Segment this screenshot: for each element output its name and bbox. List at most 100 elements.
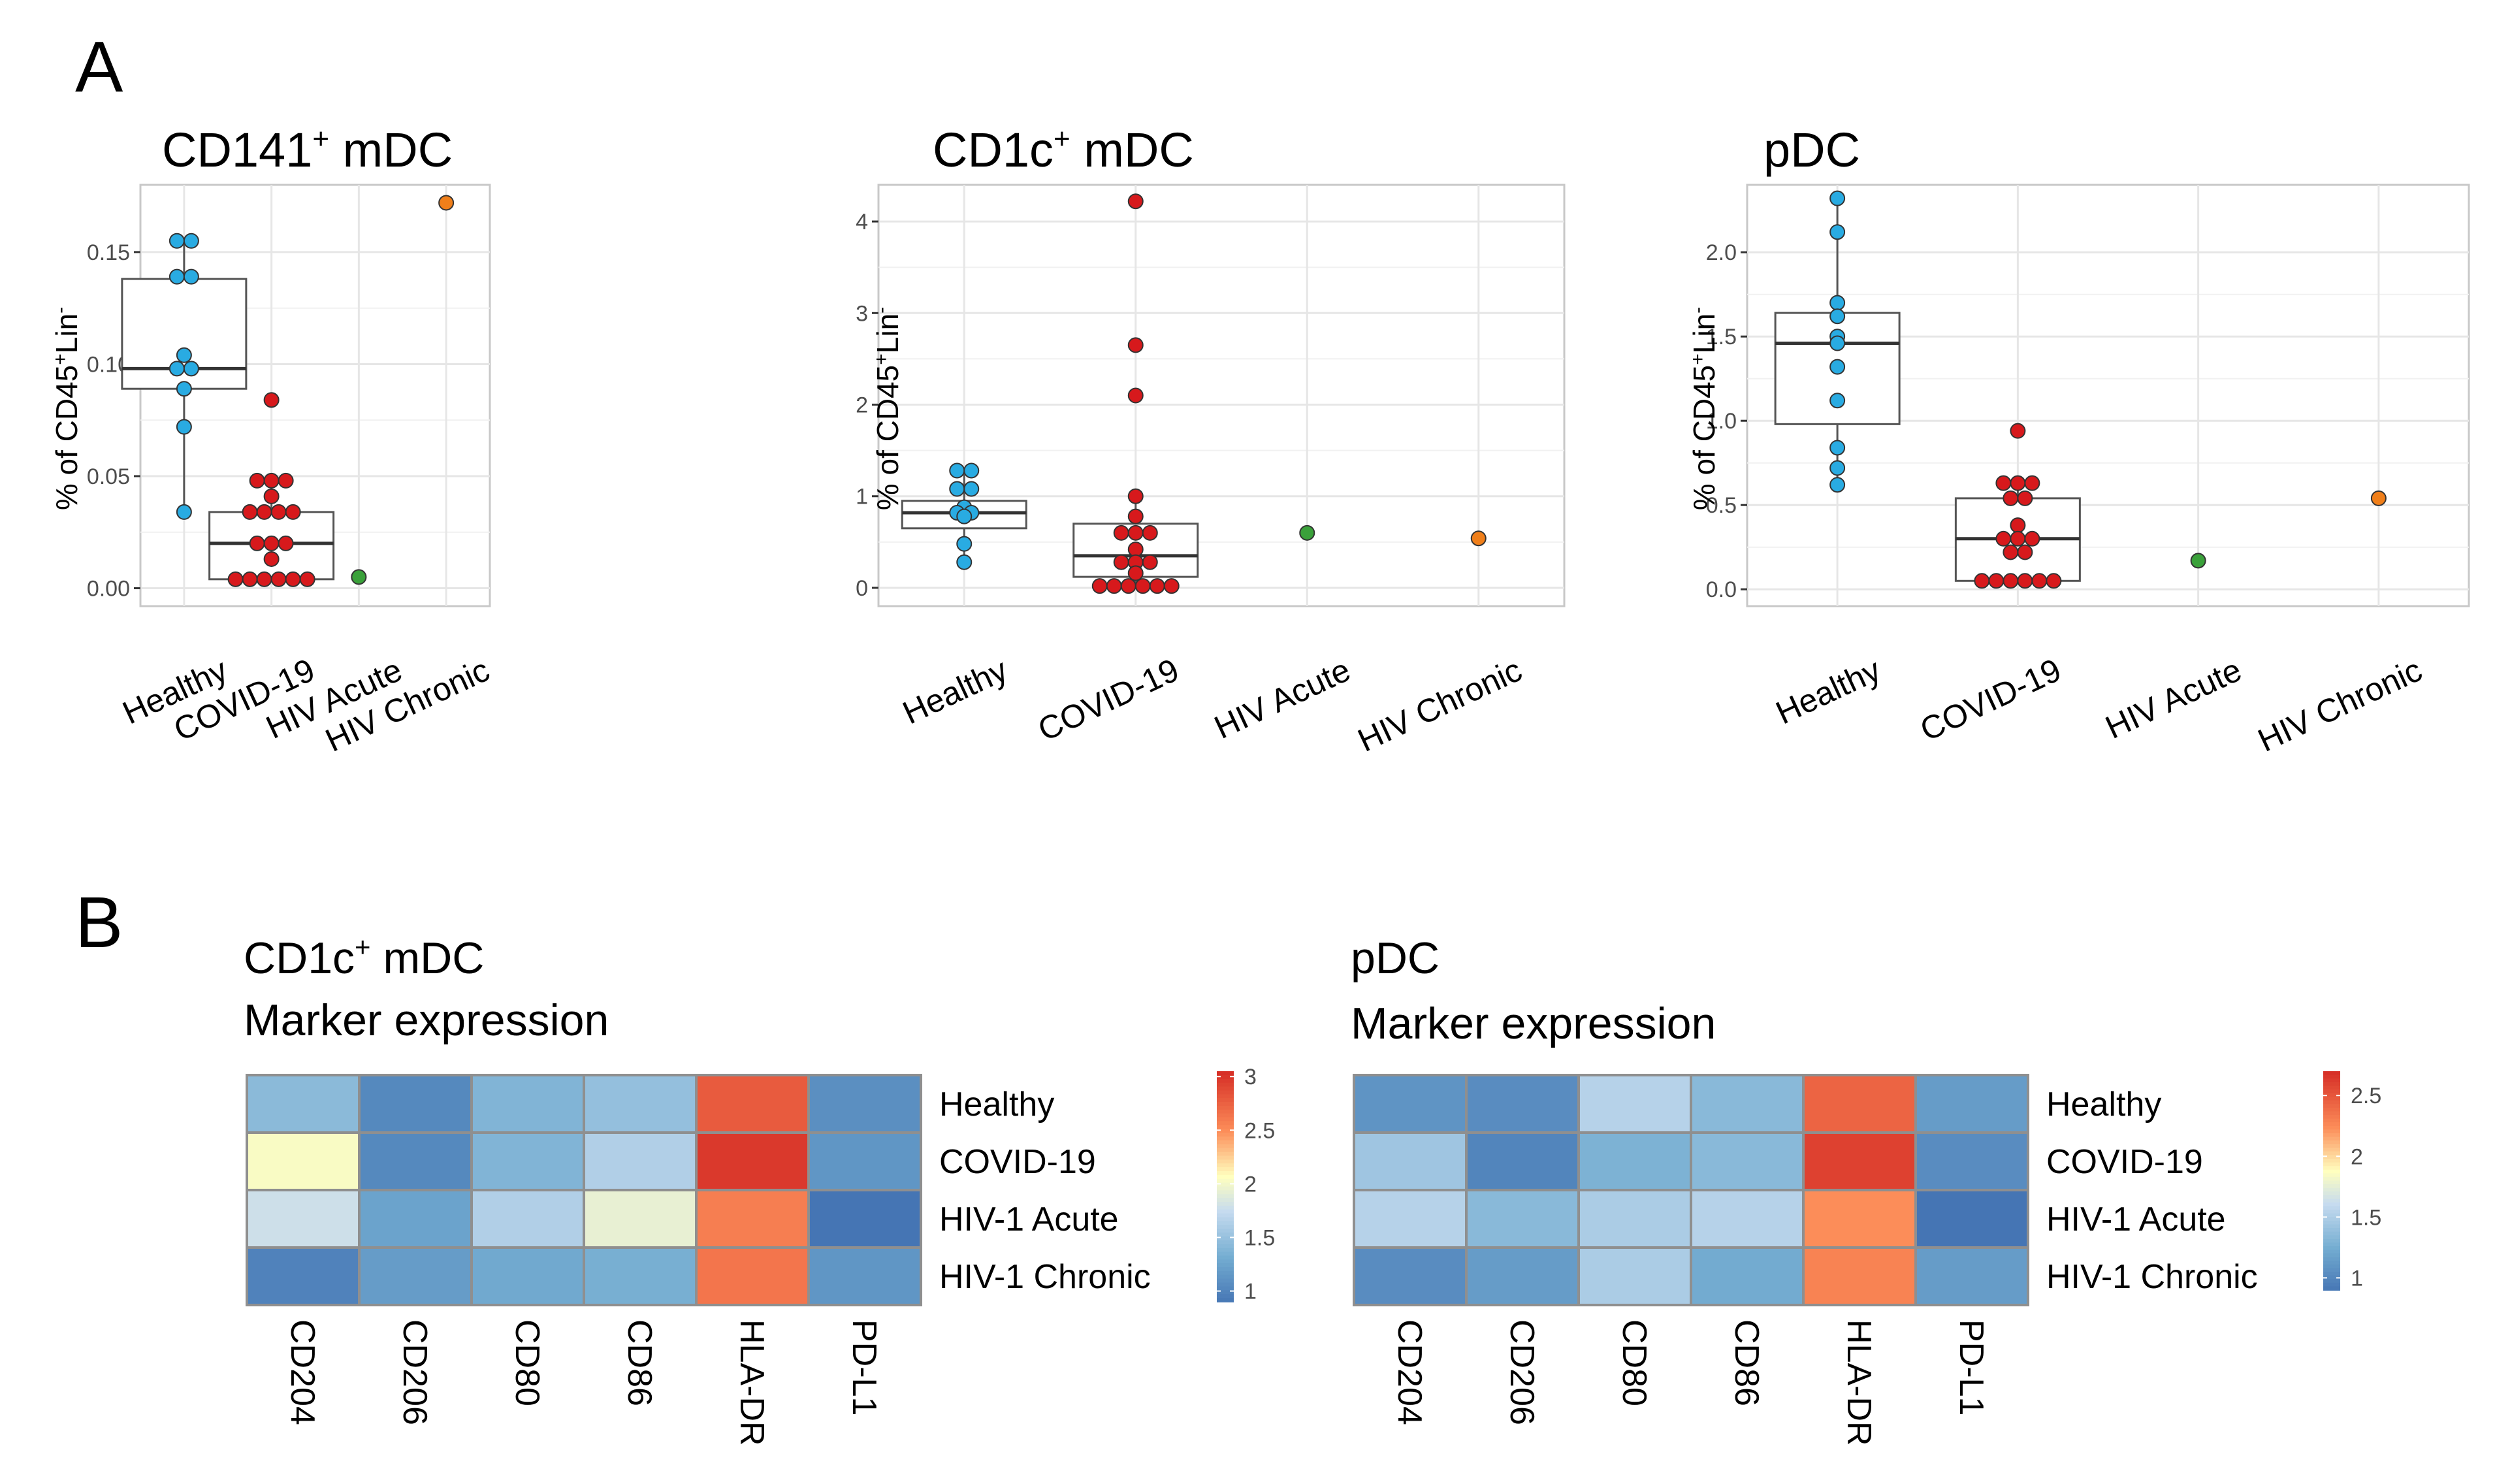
data-point (438, 195, 455, 211)
ylabel-mid: Lin (871, 314, 905, 353)
ylabel-superscript: - (50, 307, 71, 314)
legend-tick-label: 2 (2351, 1144, 2363, 1169)
data-point (1091, 578, 1108, 594)
ylabel-superscript: + (50, 353, 71, 365)
heatmap-row-label: Healthy (939, 1086, 1054, 1123)
legend-gradient-segment (1217, 1270, 1234, 1276)
data-point (2010, 475, 2026, 491)
legend-gradient-segment (1217, 1167, 1234, 1172)
data-point (956, 536, 973, 552)
chart-title: CD1c+ mDC (933, 123, 1194, 177)
legend-gradient-segment (1217, 1186, 1234, 1191)
legend-gradient-segment (1217, 1121, 1234, 1126)
legend-gradient-segment (2323, 1224, 2340, 1229)
legend-gradient-segment (1217, 1217, 1234, 1222)
panel-label-a: A (75, 27, 123, 107)
legend-gradient-segment (1217, 1144, 1234, 1149)
x-tick-label: HIV Chronic (1352, 651, 1527, 759)
title-main: pDC (1351, 933, 1440, 983)
legend-gradient-segment (1217, 1170, 1234, 1176)
data-point (2024, 530, 2040, 547)
data-point (263, 535, 280, 551)
legend-gradient-segment (1217, 1129, 1234, 1134)
heatmap-cell (1577, 1246, 1692, 1306)
data-point (242, 571, 258, 587)
data-point (2003, 573, 2019, 589)
legend-tick-label: 2.5 (2351, 1084, 2381, 1108)
legend-gradient-segment (2323, 1118, 2340, 1123)
data-point (2017, 573, 2033, 589)
legend-gradient-segment (1217, 1213, 1234, 1218)
x-tick-label: HIV Chronic (2253, 651, 2428, 759)
heatmap-cell (246, 1131, 361, 1191)
heatmap-title: CD1c+ mDC (244, 931, 484, 983)
heatmap-row-label: COVID-19 (2046, 1143, 2203, 1181)
data-point (1974, 573, 1990, 589)
data-point (2017, 544, 2033, 560)
legend-gradient-segment (1217, 1221, 1234, 1226)
heatmap-column-label: CD204 (283, 1319, 321, 1425)
heatmap-cell (1802, 1131, 1917, 1191)
legend-gradient-segment (2323, 1184, 2340, 1189)
data-point (176, 347, 192, 363)
data-point (1829, 477, 1846, 493)
legend-gradient-segment (1217, 1113, 1234, 1118)
legend-gradient-segment (1217, 1102, 1234, 1106)
heatmap-cell (583, 1189, 698, 1249)
legend-gradient-segment (2323, 1228, 2340, 1233)
legend-gradient-segment (1217, 1090, 1234, 1095)
y-tick-label: 1.5 (1706, 325, 1737, 349)
y-tick-label: 3 (856, 301, 868, 326)
heatmap-row-label: HIV-1 Acute (2046, 1201, 2226, 1238)
legend-gradient-segment (2323, 1148, 2340, 1152)
data-point (2003, 544, 2019, 560)
heatmap-cell (358, 1131, 473, 1191)
heatmap-cell (1802, 1074, 1917, 1134)
data-point (169, 233, 185, 249)
heatmap-subtitle: Marker expression (1351, 999, 1716, 1048)
legend-gradient-segment (2323, 1078, 2340, 1083)
data-point (1127, 337, 1144, 353)
data-point (227, 571, 244, 587)
heatmap-cell (583, 1074, 698, 1134)
data-point (2010, 530, 2026, 547)
legend-tick-label: 2 (1244, 1172, 1257, 1197)
legend-gradient-segment (1217, 1274, 1234, 1280)
legend-gradient-segment (1217, 1098, 1234, 1103)
legend-gradient-segment (2323, 1238, 2340, 1244)
data-point (183, 361, 199, 377)
data-point (263, 392, 280, 408)
chart-title: pDC (1763, 123, 1860, 177)
heatmap-column-label: CD206 (1503, 1319, 1541, 1425)
data-point (1829, 335, 1846, 351)
legend-gradient-segment (2323, 1122, 2340, 1127)
box-healthy (121, 278, 248, 390)
legend-gradient-segment (2323, 1144, 2340, 1149)
heatmap-cell (807, 1131, 922, 1191)
x-tick-label: HIV Acute (1209, 651, 1356, 746)
data-point (2017, 490, 2033, 506)
heatmap-cell (1914, 1189, 2029, 1249)
title-main: CD1c (244, 933, 355, 983)
legend-gradient-segment (1217, 1294, 1234, 1299)
legend-gradient-segment (1217, 1159, 1234, 1165)
data-point (949, 481, 965, 497)
legend-gradient-segment (2323, 1115, 2340, 1120)
data-point (263, 472, 280, 489)
data-point (1127, 524, 1144, 541)
data-point (263, 551, 280, 567)
chart-title: CD141+ mDC (162, 123, 453, 177)
legend-tick-label: 1.5 (2351, 1205, 2381, 1230)
legend-gradient-segment (2323, 1166, 2340, 1170)
data-point (2031, 573, 2048, 589)
data-point (1829, 359, 1846, 375)
heatmap-cell (695, 1074, 810, 1134)
legend-gradient-segment (2323, 1125, 2340, 1131)
heatmap-column-label: CD80 (508, 1319, 546, 1406)
data-point (1127, 488, 1144, 504)
title-rest: mDC (371, 933, 485, 983)
heatmap-cell (358, 1189, 473, 1249)
title-superscript: + (355, 931, 371, 962)
heatmap-cell (1353, 1189, 1468, 1249)
